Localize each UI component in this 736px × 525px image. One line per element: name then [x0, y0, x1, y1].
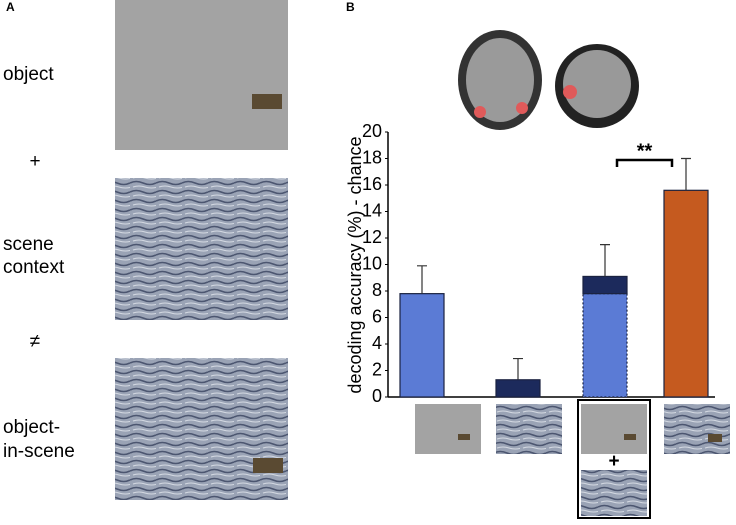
error-bar — [417, 265, 427, 294]
significance-bracket — [615, 158, 674, 167]
y-tick-label: 4 — [372, 333, 382, 353]
error-bar — [513, 357, 523, 380]
y-tick-label: 12 — [362, 227, 382, 247]
scene-image — [115, 178, 288, 320]
y-tick-label: 14 — [362, 200, 382, 220]
y-tick-label: 18 — [362, 147, 382, 167]
duck — [252, 94, 282, 109]
label: object — [3, 64, 54, 85]
panel-label: B — [346, 0, 355, 14]
object-in-scene-image — [115, 358, 288, 500]
bar-segment — [582, 275, 628, 295]
label: in-scene — [3, 441, 75, 462]
duck — [458, 434, 470, 440]
thumbnail — [581, 470, 647, 516]
bar-segment — [663, 189, 709, 398]
brain-axial — [466, 38, 534, 122]
label: scene — [3, 234, 54, 255]
thumbnail — [496, 404, 562, 454]
label: + — [29, 151, 40, 172]
duck — [253, 458, 283, 473]
duck — [624, 434, 636, 440]
y-tick-label: 16 — [362, 174, 382, 194]
y-tick-label: 10 — [362, 253, 382, 273]
bar-segment — [399, 293, 445, 398]
object-image — [115, 0, 288, 150]
thumbnail — [581, 404, 647, 454]
y-axis-title: decoding accuracy (%) - chance — [345, 136, 365, 393]
bar-segment — [582, 293, 628, 398]
duck — [708, 434, 722, 442]
y-tick-label: 20 — [362, 121, 382, 141]
error-bar — [681, 157, 691, 191]
thumbnail — [664, 404, 730, 454]
significance-label: ** — [637, 140, 653, 162]
y-tick-label: 2 — [372, 359, 382, 379]
error-bar — [600, 244, 610, 277]
thumbnail — [415, 404, 481, 454]
bar-segment — [495, 379, 541, 398]
roi — [474, 106, 486, 118]
y-tick-label: 8 — [372, 280, 382, 300]
y-tick-label: 0 — [372, 386, 382, 406]
label: ≠ — [30, 331, 40, 352]
panel-label: A — [6, 0, 15, 14]
y-tick-label: 6 — [372, 306, 382, 326]
label: context — [3, 257, 65, 278]
brain-sagittal — [563, 50, 631, 118]
roi — [516, 102, 528, 114]
roi — [563, 85, 577, 99]
plus: + — [608, 451, 619, 472]
label: object- — [3, 417, 60, 438]
